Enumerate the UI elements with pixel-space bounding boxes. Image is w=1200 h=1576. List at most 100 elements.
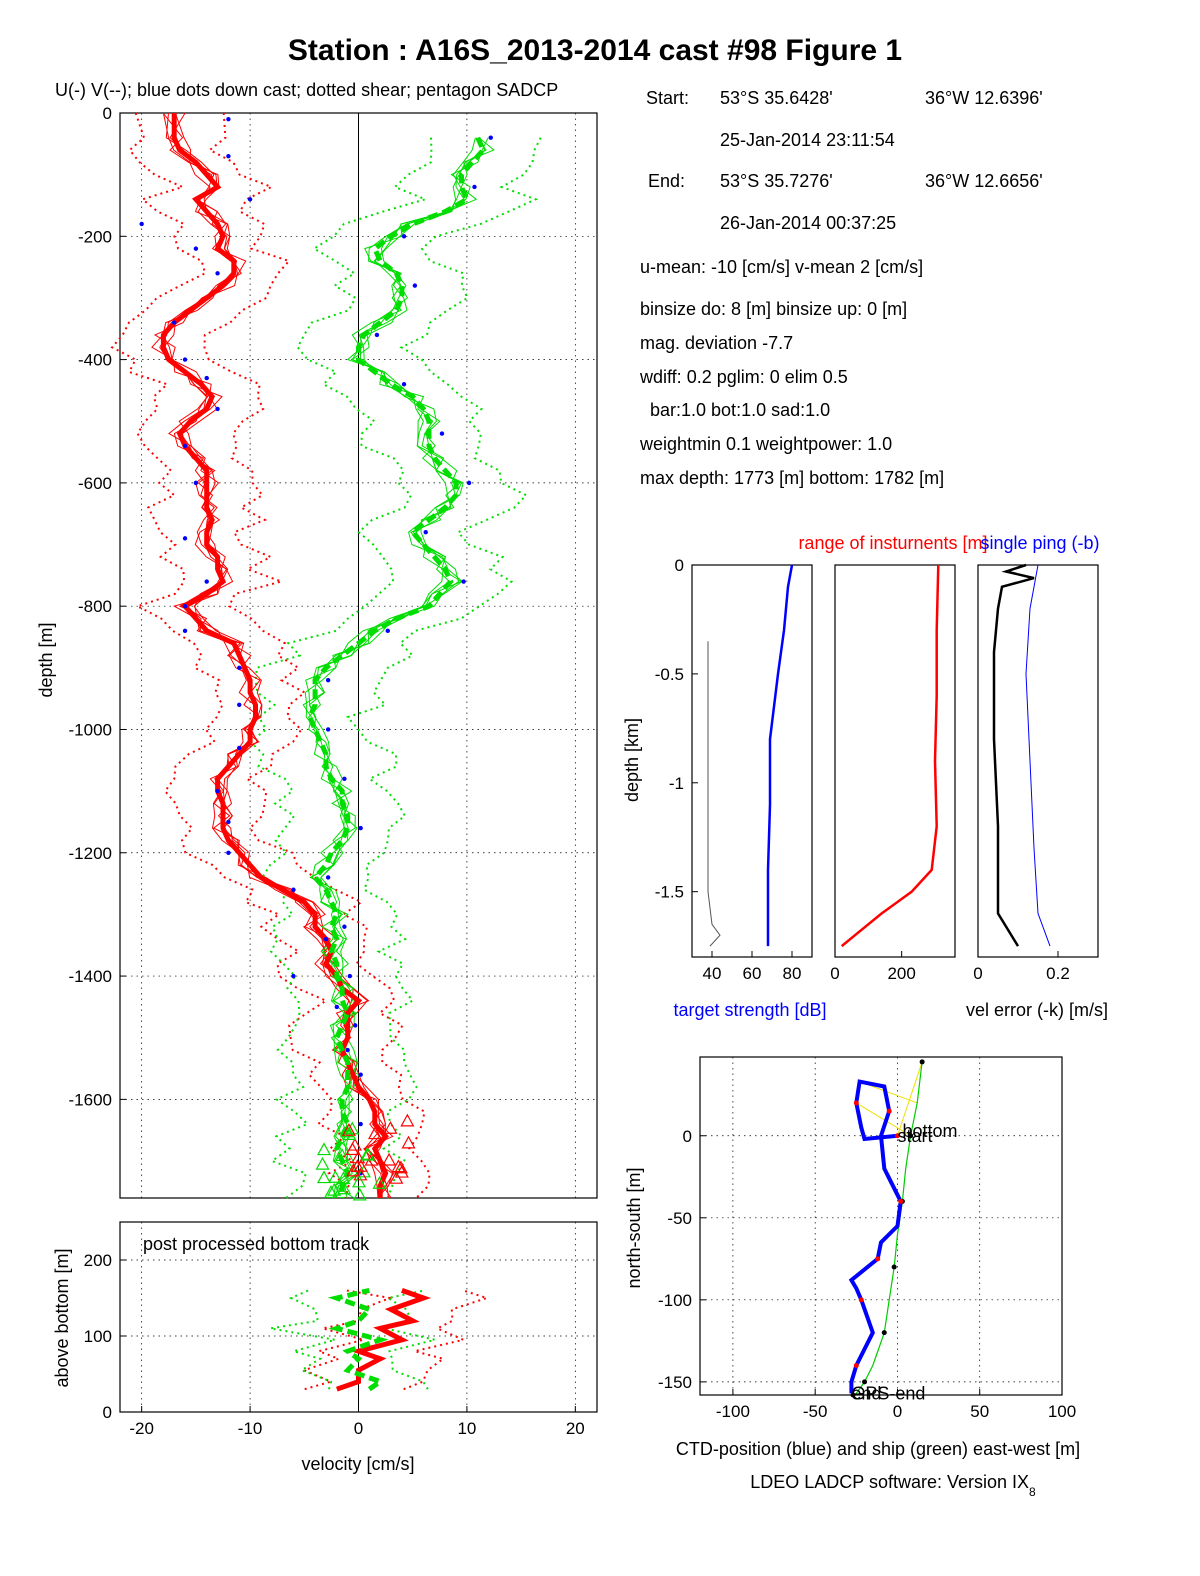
weightmin-line: weightmin 0.1 weightpower: 1.0 [639,434,892,454]
v-ensemble-line [304,137,478,1199]
bottom-track-xlabel: velocity [cm/s] [301,1454,414,1474]
u-profile-line [160,113,389,1198]
velocity-error-panel: single ping (-b) vel error (-k) [m/s] 0 0… [966,533,1108,1020]
target-strength-up-line [707,641,721,947]
x-tick-label: 0 [830,964,839,983]
bottom-track-panel: post processed bottom track above bottom… [52,1221,598,1474]
down-cast-u-dot [226,850,231,855]
v-bottom-triangle [360,1147,376,1161]
v-bottom-triangle [327,1182,342,1196]
target-strength-panel: depth [km] target strength [dB] 40 60 80 0 -… [622,556,827,1020]
ship-position-dot [919,1059,925,1065]
x-tick-label: 40 [703,964,722,983]
down-cast-v-dot [325,727,331,732]
velocity-error-xlabel: vel error (-k) [m/s] [966,1000,1108,1020]
software-version-subscript: 8 [1029,1485,1036,1499]
down-cast-v-dot [466,480,472,486]
ship-position-dot [891,1264,897,1270]
down-cast-v-dot [358,1121,363,1127]
bottom-marker-label: bottom [902,1121,957,1141]
down-cast-v-dot [461,579,466,584]
down-cast-v-dot [385,628,390,634]
bt-v-shear-left [270,1289,336,1390]
x-tick-label: -50 [803,1402,828,1421]
u-bottom-triangle [347,1137,362,1151]
position-ylabel: north-south [m] [624,1167,644,1288]
weights-line: bar:1.0 bot:1.0 sad:1.0 [650,400,830,420]
u-bottom-triangle [382,1152,397,1166]
down-cast-u-dot [182,443,188,449]
down-cast-u-dot [172,320,177,325]
u-bottom-triangle [353,1167,368,1181]
v-profile-line [306,136,487,1198]
y-tick-label: -1200 [69,844,112,863]
v-bottom-triangle [351,1174,367,1188]
x-tick-label: 0 [354,1419,363,1438]
figure-title: Station : A16S_2013-2014 cast #98 Figure… [288,34,902,67]
down-cast-v-dot [325,677,331,683]
ctd-position-dot [894,1133,900,1139]
end-label: End: [648,171,685,191]
down-cast-v-dot [358,825,363,831]
ctd-ship-connector [856,1102,911,1137]
y-tick-label: 0 [683,1127,692,1146]
v-bottom-triangle [352,1187,367,1201]
v-shear-left [248,137,433,1199]
start-label: Start: [646,88,689,108]
y-tick-label: -1 [669,774,684,793]
y-tick-label: -0.5 [655,665,684,684]
u-ensemble-line [153,112,390,1199]
u-bottom-triangle [389,1170,404,1184]
y-tick-label: -200 [78,227,112,246]
bt-u-shear-right [403,1289,491,1391]
ship-position-dot [908,1133,914,1139]
ctd-ship-connector [896,1061,923,1136]
down-cast-v-dot [412,283,418,288]
down-cast-v-dot [401,382,407,387]
plot-frame [699,1056,1063,1396]
velocity-error-title: single ping (-b) [980,533,1099,553]
down-cast-u-dot [215,406,220,412]
end-marker-label: end [851,1383,881,1403]
u-bottom-triangle [341,1123,356,1136]
ctd-position-dot [898,1198,904,1204]
u-bottom-triangle [391,1159,406,1173]
mean-velocities: u-mean: -10 [cm/s] v-mean 2 [cm/s] [640,257,923,277]
instrument-range-title: range of insturnents [m] [798,533,987,553]
position-track-panel: north-south [m] CTD-position (blue) and … [624,1056,1080,1459]
u-bottom-triangle [383,1120,398,1134]
ship-position-dot [850,1392,856,1398]
u-bottom-triangle [393,1160,408,1174]
v-bottom-triangle [335,1148,350,1162]
y-tick-label: -100 [658,1291,692,1310]
down-cast-v-dot [374,332,380,338]
y-tick-label: 0 [103,104,112,123]
y-tick-label: 0 [675,556,684,575]
x-tick-label: 200 [887,964,915,983]
v-bottom-triangle [337,1181,352,1195]
v-shear-right [345,137,542,1199]
ship-position-dot [862,1379,868,1385]
ctd-position-dot [853,1362,859,1368]
end-latitude: 53°S 35.7276' [720,171,833,191]
gps-end-marker-label: GPS-end [851,1383,925,1403]
down-cast-u-dot [226,819,231,825]
down-cast-u-dot [215,788,220,794]
u-ensemble-line [162,112,395,1199]
x-tick-label: 0 [973,964,982,983]
binsize-line: binsize do: 8 [m] binsize up: 0 [m] [640,299,907,319]
u-bottom-triangle [400,1113,415,1127]
x-tick-label: -100 [716,1402,750,1421]
down-cast-u-dot [215,271,220,276]
software-version: LDEO LADCP software: Version IX8 [750,1472,1036,1499]
down-cast-v-dot [325,875,331,880]
down-cast-u-dot [182,628,188,634]
down-cast-u-dot [345,1047,350,1053]
cast-info-panel: Start: 53°S 35.6428' 36°W 12.6396' 25-Ja… [639,88,1043,488]
velocity-panel-ylabel: depth [m] [36,622,56,697]
x-tick-label: 0 [893,1402,902,1421]
x-tick-label: 50 [970,1402,989,1421]
ctd-position-dot [886,1108,892,1114]
y-tick-label: -1.5 [655,883,684,902]
